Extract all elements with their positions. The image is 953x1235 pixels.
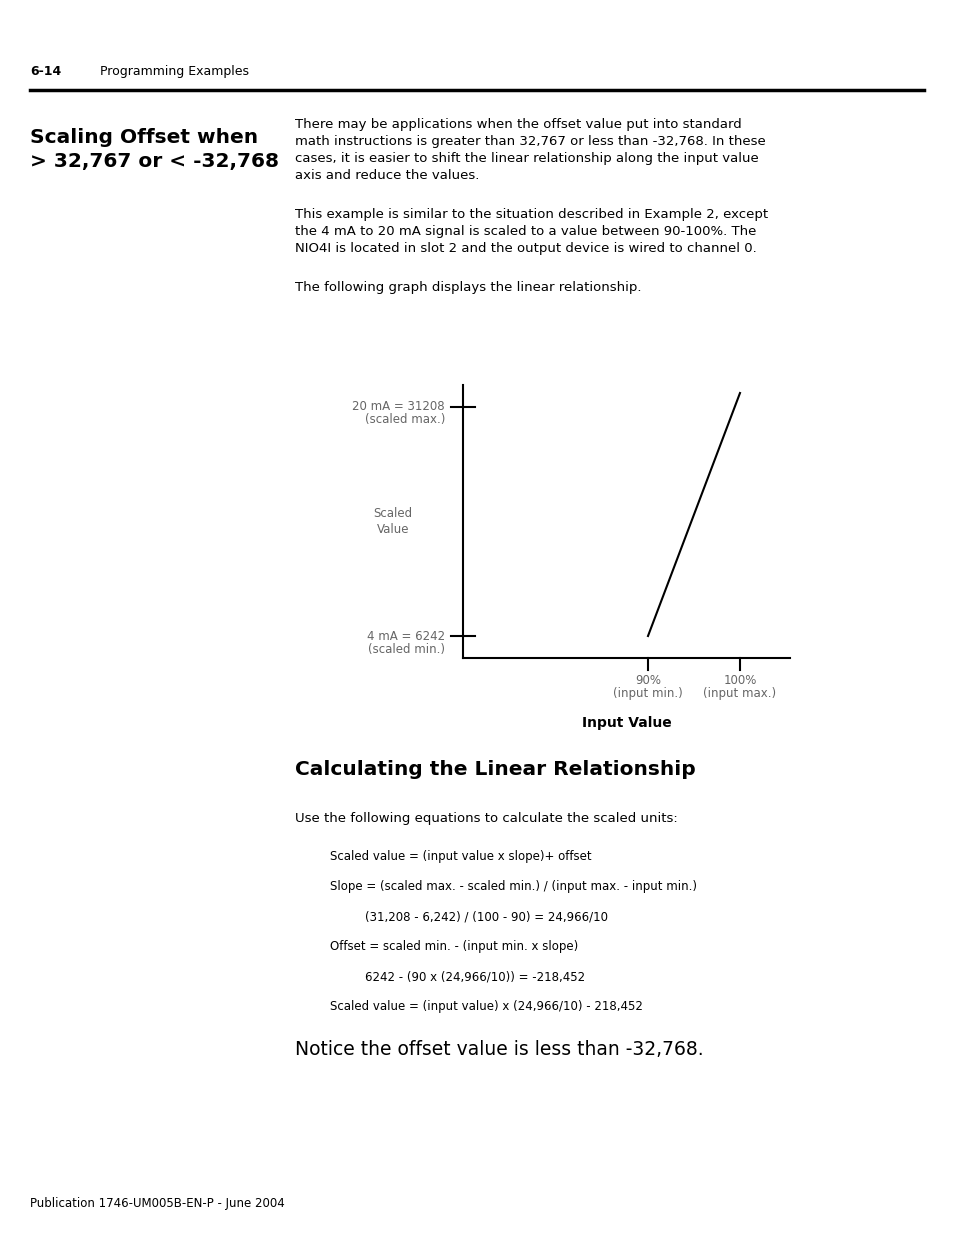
- Text: math instructions is greater than 32,767 or less than -32,768. In these: math instructions is greater than 32,767…: [294, 135, 765, 148]
- Text: cases, it is easier to shift the linear relationship along the input value: cases, it is easier to shift the linear …: [294, 152, 758, 165]
- Text: 90%: 90%: [635, 674, 660, 687]
- Text: (input min.): (input min.): [613, 687, 682, 700]
- Text: Scaled value = (input value) x (24,966/10) - 218,452: Scaled value = (input value) x (24,966/1…: [330, 1000, 642, 1013]
- Text: 6242 - (90 x (24,966/10)) = -218,452: 6242 - (90 x (24,966/10)) = -218,452: [365, 969, 584, 983]
- Text: Scaled: Scaled: [373, 508, 412, 520]
- Text: (input max.): (input max.): [702, 687, 776, 700]
- Text: 100%: 100%: [722, 674, 756, 687]
- Text: Programming Examples: Programming Examples: [100, 65, 249, 78]
- Text: Value: Value: [376, 522, 409, 536]
- Text: the 4 mA to 20 mA signal is scaled to a value between 90-100%. The: the 4 mA to 20 mA signal is scaled to a …: [294, 225, 756, 238]
- Text: 20 mA = 31208: 20 mA = 31208: [352, 400, 444, 414]
- Text: There may be applications when the offset value put into standard: There may be applications when the offse…: [294, 119, 741, 131]
- Text: (31,208 - 6,242) / (100 - 90) = 24,966/10: (31,208 - 6,242) / (100 - 90) = 24,966/1…: [365, 910, 607, 923]
- Text: (scaled max.): (scaled max.): [364, 414, 444, 426]
- Text: Offset = scaled min. - (input min. x slope): Offset = scaled min. - (input min. x slo…: [330, 940, 578, 953]
- Text: Scaled value = (input value x slope)+ offset: Scaled value = (input value x slope)+ of…: [330, 850, 591, 863]
- Text: (scaled min.): (scaled min.): [368, 642, 444, 656]
- Text: Slope = (scaled max. - scaled min.) / (input max. - input min.): Slope = (scaled max. - scaled min.) / (i…: [330, 881, 697, 893]
- Text: axis and reduce the values.: axis and reduce the values.: [294, 169, 478, 182]
- Text: > 32,767 or < -32,768: > 32,767 or < -32,768: [30, 152, 278, 170]
- Text: Input Value: Input Value: [581, 716, 671, 730]
- Text: Scaling Offset when: Scaling Offset when: [30, 128, 258, 147]
- Text: 6-14: 6-14: [30, 65, 61, 78]
- Text: NIO4I is located in slot 2 and the output device is wired to channel 0.: NIO4I is located in slot 2 and the outpu…: [294, 242, 756, 254]
- Text: The following graph displays the linear relationship.: The following graph displays the linear …: [294, 282, 640, 294]
- Text: Calculating the Linear Relationship: Calculating the Linear Relationship: [294, 760, 695, 779]
- Text: Use the following equations to calculate the scaled units:: Use the following equations to calculate…: [294, 811, 677, 825]
- Text: This example is similar to the situation described in Example 2, except: This example is similar to the situation…: [294, 207, 767, 221]
- Text: Notice the offset value is less than -32,768.: Notice the offset value is less than -32…: [294, 1040, 703, 1058]
- Text: Publication 1746-UM005B-EN-P - June 2004: Publication 1746-UM005B-EN-P - June 2004: [30, 1197, 284, 1210]
- Text: 4 mA = 6242: 4 mA = 6242: [367, 630, 444, 642]
